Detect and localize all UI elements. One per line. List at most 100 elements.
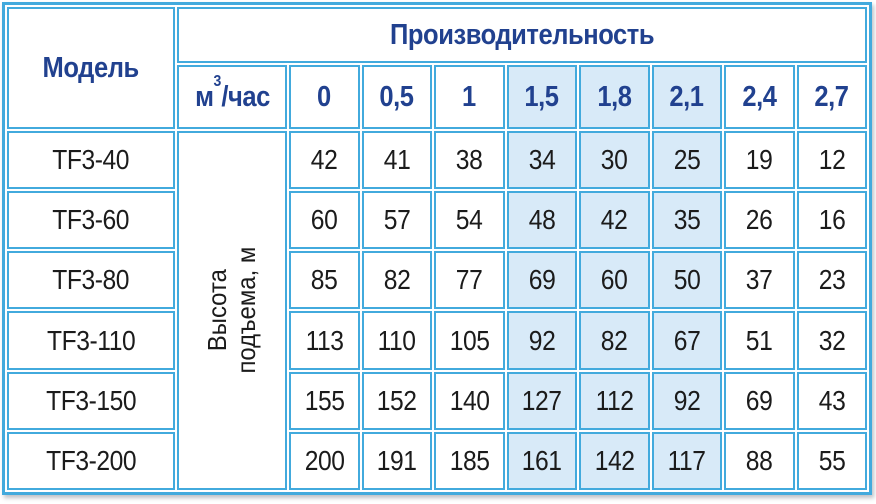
performance-header-label: Производительность	[389, 18, 655, 51]
value-cell: 113	[289, 311, 360, 370]
value-text: 185	[449, 444, 490, 476]
value-text: 85	[310, 264, 338, 296]
value-cell: 30	[579, 131, 650, 190]
model-cell: TF3-150	[7, 371, 175, 430]
value-text: 88	[745, 444, 773, 476]
flow-header-label: 1,5	[524, 80, 560, 113]
value-cell: 92	[651, 371, 722, 430]
value-text: 57	[383, 204, 411, 236]
value-cell: 43	[796, 371, 867, 430]
value-text: 12	[818, 144, 846, 176]
value-text: 140	[449, 384, 490, 416]
value-text: 117	[667, 444, 706, 476]
value-text: 48	[528, 204, 556, 236]
value-cell: 142	[579, 431, 650, 490]
value-cell: 55	[796, 431, 867, 490]
value-text: 23	[818, 264, 846, 296]
value-cell: 85	[289, 251, 360, 310]
value-cell: 23	[796, 251, 867, 310]
value-text: 110	[377, 324, 416, 356]
flow-header-cell: 1,8	[579, 65, 650, 129]
value-cell: 37	[724, 251, 795, 310]
value-cell: 19	[724, 131, 795, 190]
table-row: TF3-110 113 110 105 92 82 67 51 32	[7, 311, 867, 370]
value-text: 92	[673, 384, 701, 416]
value-cell: 140	[434, 371, 505, 430]
value-text: 26	[745, 204, 773, 236]
value-text: 55	[818, 444, 846, 476]
value-text: 32	[818, 324, 846, 356]
value-cell: 152	[361, 371, 432, 430]
value-cell: 60	[579, 251, 650, 310]
value-cell: 77	[434, 251, 505, 310]
value-text: 60	[310, 204, 338, 236]
model-cell: TF3-80	[7, 251, 175, 310]
table-row: TF3-200 200 191 185 161 142 117 88 55	[7, 431, 867, 490]
model-label: TF3-60	[52, 204, 130, 236]
side-label-line1: Высота	[201, 269, 232, 352]
value-cell: 50	[651, 251, 722, 310]
value-cell: 42	[579, 191, 650, 250]
value-cell: 48	[506, 191, 577, 250]
flow-header-cell: 2,4	[724, 65, 795, 129]
value-text: 67	[673, 324, 701, 356]
value-text: 34	[528, 144, 556, 176]
value-text: 77	[455, 264, 483, 296]
value-text: 25	[673, 144, 701, 176]
unit-base: м	[194, 80, 214, 113]
value-text: 92	[528, 324, 556, 356]
value-cell: 38	[434, 131, 505, 190]
flow-header-label: 2,4	[742, 80, 777, 113]
value-text: 35	[673, 204, 701, 236]
flow-header-cell: 0	[289, 65, 360, 129]
model-label: TF3-200	[45, 444, 137, 476]
value-cell: 35	[651, 191, 722, 250]
table-row: TF3-60 60 57 54 48 42 35 26 16	[7, 191, 867, 250]
value-text: 19	[745, 144, 773, 176]
model-cell: TF3-40	[7, 131, 175, 190]
table-row: TF3-80 85 82 77 69 60 50 37 23	[7, 251, 867, 310]
value-text: 142	[594, 444, 635, 476]
value-cell: 112	[579, 371, 650, 430]
table-row: TF3-40 Высота подъема, м 42 41 38 34 30 …	[7, 131, 867, 490]
flow-header-label: 1	[462, 80, 477, 113]
value-text: 82	[600, 324, 628, 356]
value-cell: 67	[651, 311, 722, 370]
pump-performance-table: Модель Производительность м3/час 0 0,5 1…	[2, 2, 872, 495]
unit-superscript: 3	[213, 73, 221, 91]
value-cell: 105	[434, 311, 505, 370]
value-text: 51	[745, 324, 773, 356]
value-text: 105	[449, 324, 490, 356]
model-header-label: Модель	[42, 51, 140, 84]
flow-header-label: 2,7	[814, 80, 850, 113]
head-axis-label: Высота подъема, м	[201, 247, 261, 374]
performance-header: Производительность	[177, 7, 867, 63]
value-text: 113	[305, 324, 344, 356]
value-text: 161	[521, 444, 562, 476]
value-text: 69	[528, 264, 556, 296]
value-cell: 110	[361, 311, 432, 370]
value-cell: 161	[506, 431, 577, 490]
value-text: 54	[455, 204, 483, 236]
unit-label: м3/час	[194, 73, 270, 114]
value-text: 38	[455, 144, 483, 176]
value-cell: 41	[361, 131, 432, 190]
value-text: 200	[304, 444, 345, 476]
flow-header-label: 1,8	[597, 80, 632, 113]
value-cell: 69	[724, 371, 795, 430]
value-cell: 34	[506, 131, 577, 190]
value-cell: 82	[579, 311, 650, 370]
value-cell: 57	[361, 191, 432, 250]
value-cell: 69	[506, 251, 577, 310]
value-cell: 92	[506, 311, 577, 370]
value-text: 42	[600, 204, 628, 236]
flow-header-cell: 2,7	[796, 65, 867, 129]
value-text: 41	[383, 144, 411, 176]
model-cell: TF3-200	[7, 431, 175, 490]
value-cell: 54	[434, 191, 505, 250]
value-text: 191	[376, 444, 417, 476]
value-cell: 32	[796, 311, 867, 370]
flow-header-label: 0,5	[379, 80, 415, 113]
table-row: TF3-150 155 152 140 127 112 92 69 43	[7, 371, 867, 430]
value-text: 30	[600, 144, 628, 176]
